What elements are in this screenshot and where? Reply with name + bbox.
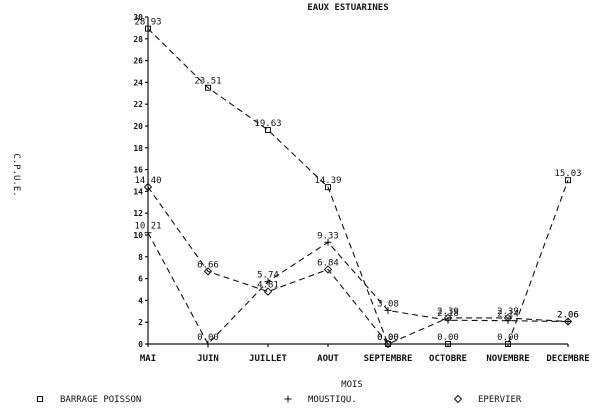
y-tick-label: 24 (133, 78, 143, 87)
legend-label: BARRAGE POISSON (60, 395, 141, 405)
data-label: 0.00 (377, 333, 399, 343)
y-tick-label: 10 (133, 231, 143, 240)
data-point-marker (503, 313, 513, 323)
data-label: 0.00 (437, 333, 459, 343)
legend-marker (37, 396, 43, 402)
data-label: 3.08 (377, 299, 399, 309)
data-point-marker (265, 127, 271, 134)
data-label: 2.39 (437, 307, 459, 317)
y-tick-label: 2 (138, 318, 143, 327)
data-label: 19.63 (254, 119, 281, 129)
series-diamond: 14.40 6.66 4.81 6.84 0.00 2.39 2.39 2.06 (134, 176, 579, 349)
data-point-marker (445, 341, 451, 347)
x-axis-label: MOIS (341, 380, 363, 390)
data-point-marker (204, 340, 212, 348)
data-point-marker (205, 84, 211, 91)
data-point-marker (563, 317, 573, 326)
data-point-marker (385, 341, 391, 347)
data-point-marker (384, 306, 392, 314)
y-axis-label: C.P.U.E. (11, 153, 21, 196)
x-tick-label: JUILLET (249, 354, 288, 364)
y-tick-label: 16 (133, 166, 143, 175)
data-point-marker (505, 341, 511, 347)
legend-marker (284, 395, 292, 403)
data-point-marker (145, 25, 151, 32)
legend: BARRAGE POISSON MOUSTIQU. EPERVIER (37, 394, 522, 405)
axes (147, 17, 568, 345)
data-point-marker (203, 267, 213, 276)
data-label: 2.06 (557, 311, 579, 321)
data-label: 5.74 (257, 270, 279, 280)
data-label: 10.21 (134, 222, 161, 232)
data-point-marker (443, 313, 453, 323)
data-point-marker (143, 182, 153, 192)
data-point-marker (263, 287, 273, 296)
y-tick-label: 0 (138, 340, 143, 349)
data-label: 2.39 (497, 307, 519, 317)
series-line (147, 28, 569, 345)
series-plus: 10.210.005.749.333.082.18 2.14 2.06 (134, 222, 579, 348)
x-tick-label: DECEMBRE (546, 354, 589, 364)
data-label: 28.93 (134, 18, 161, 28)
data-label: 2.06 (557, 311, 579, 321)
data-point-marker (324, 238, 332, 246)
data-label: 0.00 (377, 333, 399, 343)
series-group: 28.93 23.51 19.63 14.39 0.00 0.00 0.00 15.03 10.… (134, 18, 582, 349)
data-point-marker (323, 265, 333, 274)
x-tick-label: MAI (140, 354, 156, 364)
x-axis-ticks: MAI JUIN JUILLET AOUT SEPTEMBRE OCTOBRE NOVEMB… (140, 344, 590, 364)
y-tick-label: 26 (133, 57, 143, 66)
y-tick-label: 6 (138, 275, 143, 284)
data-point-marker (383, 339, 393, 349)
series-line (147, 232, 569, 345)
x-tick-label: OCTOBRE (429, 354, 467, 364)
data-label: 0.00 (197, 333, 219, 343)
data-label: 14.39 (314, 176, 341, 186)
y-tick-label: 22 (133, 100, 143, 109)
legend-item: EPERVIER (453, 394, 522, 405)
data-point-marker (144, 229, 152, 237)
series-square: 28.93 23.51 19.63 14.39 0.00 0.00 0.00 15.03 (134, 18, 582, 347)
chart-title: EAUX ESTUARINES (307, 3, 388, 13)
y-tick-label: 14 (133, 187, 143, 196)
x-tick-label: AOUT (317, 354, 339, 364)
data-label: 4.81 (257, 281, 279, 291)
legend-label: MOUSTIQU. (308, 395, 357, 405)
data-label: 6.84 (317, 258, 339, 268)
data-label: 15.03 (554, 169, 581, 179)
data-point-marker (565, 177, 571, 184)
y-tick-label: 8 (138, 253, 143, 262)
x-tick-label: SEPTEMBRE (364, 354, 413, 364)
y-tick-label: 30 (133, 13, 143, 22)
legend-item: MOUSTIQU. (284, 395, 357, 405)
data-label: 0.00 (497, 333, 519, 343)
data-label: 14.40 (134, 176, 161, 186)
y-tick-label: 20 (133, 122, 143, 131)
series-line (147, 186, 569, 345)
data-label: 23.51 (194, 77, 221, 87)
data-point-marker (264, 277, 272, 285)
x-tick-label: JUIN (197, 354, 219, 364)
data-label: 6.66 (197, 260, 219, 270)
legend-marker (453, 394, 463, 404)
y-tick-label: 18 (133, 144, 143, 153)
legend-label: EPERVIER (478, 395, 522, 405)
y-tick-label: 4 (138, 296, 143, 305)
y-tick-label: 12 (133, 209, 143, 218)
legend-item: BARRAGE POISSON (37, 395, 141, 405)
data-label: 9.33 (317, 231, 339, 241)
data-point-marker (325, 184, 331, 191)
x-tick-label: NOVEMBRE (486, 354, 529, 364)
y-tick-label: 28 (133, 35, 143, 44)
